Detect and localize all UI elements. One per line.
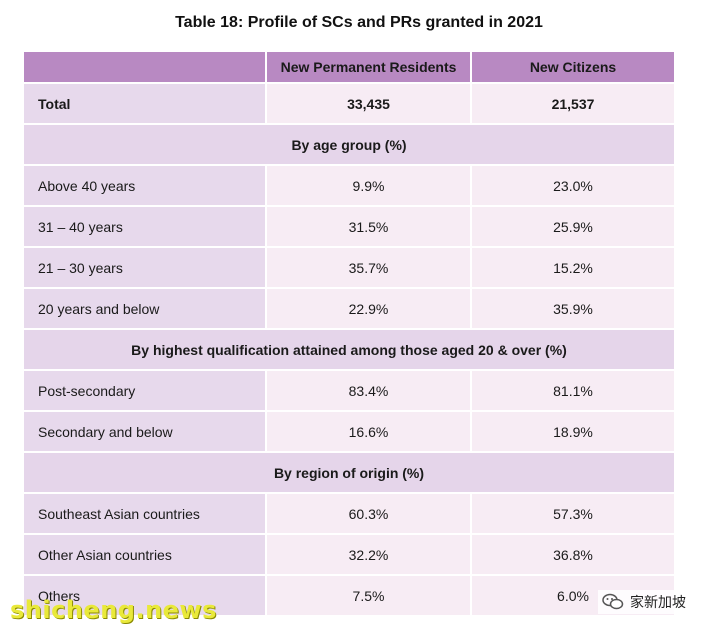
row-pr-value: 31.5% [265, 205, 472, 248]
section-heading-row: By age group (%) [22, 123, 676, 166]
wechat-badge: 家新加坡 [598, 590, 690, 614]
table-title: Table 18: Profile of SCs and PRs granted… [175, 14, 543, 31]
table-row: 31 – 40 years 31.5% 25.9% [22, 205, 676, 248]
row-sc-value: 36.8% [470, 533, 676, 576]
row-label: 31 – 40 years [22, 205, 267, 248]
profile-table: New Permanent Residents New Citizens Tot… [22, 50, 676, 617]
header-new-pr: New Permanent Residents [265, 50, 472, 84]
row-sc-value: 81.1% [470, 369, 676, 412]
row-label: 20 years and below [22, 287, 267, 330]
section-heading-row: By highest qualification attained among … [22, 328, 676, 371]
row-sc-value: 25.9% [470, 205, 676, 248]
row-sc-value: 23.0% [470, 164, 676, 207]
row-pr-value: 60.3% [265, 492, 472, 535]
header-blank [22, 50, 267, 84]
row-pr-value: 32.2% [265, 533, 472, 576]
total-label: Total [22, 82, 267, 125]
row-sc-value: 18.9% [470, 410, 676, 453]
row-pr-value: 35.7% [265, 246, 472, 289]
row-pr-value: 22.9% [265, 287, 472, 330]
row-label: Secondary and below [22, 410, 267, 453]
row-label: Others [22, 574, 267, 617]
section-heading-qualification: By highest qualification attained among … [22, 328, 676, 371]
table-row: 21 – 30 years 35.7% 15.2% [22, 246, 676, 289]
section-heading-row: By region of origin (%) [22, 451, 676, 494]
table-row: 20 years and below 22.9% 35.9% [22, 287, 676, 330]
row-pr-value: 7.5% [265, 574, 472, 617]
table-row: Southeast Asian countries 60.3% 57.3% [22, 492, 676, 535]
table-row: Above 40 years 9.9% 23.0% [22, 164, 676, 207]
header-new-citizens: New Citizens [470, 50, 676, 84]
row-label: Other Asian countries [22, 533, 267, 576]
row-label: Post-secondary [22, 369, 267, 412]
row-label: 21 – 30 years [22, 246, 267, 289]
site-watermark: shicheng.news [10, 596, 217, 624]
row-sc-value: 15.2% [470, 246, 676, 289]
section-heading-region: By region of origin (%) [22, 451, 676, 494]
row-label: Above 40 years [22, 164, 267, 207]
row-pr-value: 16.6% [265, 410, 472, 453]
total-pr: 33,435 [265, 82, 472, 125]
row-pr-value: 9.9% [265, 164, 472, 207]
wechat-label: 家新加坡 [630, 594, 686, 610]
wechat-icon [602, 593, 624, 611]
total-row: Total 33,435 21,537 [22, 82, 676, 125]
table-row: Secondary and below 16.6% 18.9% [22, 410, 676, 453]
table-header-row: New Permanent Residents New Citizens [22, 50, 676, 84]
row-pr-value: 83.4% [265, 369, 472, 412]
section-heading-age: By age group (%) [22, 123, 676, 166]
row-sc-value: 35.9% [470, 287, 676, 330]
table-row: Other Asian countries 32.2% 36.8% [22, 533, 676, 576]
table-row: Post-secondary 83.4% 81.1% [22, 369, 676, 412]
row-sc-value: 57.3% [470, 492, 676, 535]
total-sc: 21,537 [470, 82, 676, 125]
row-label: Southeast Asian countries [22, 492, 267, 535]
table-row: Others 7.5% 6.0% [22, 574, 676, 617]
